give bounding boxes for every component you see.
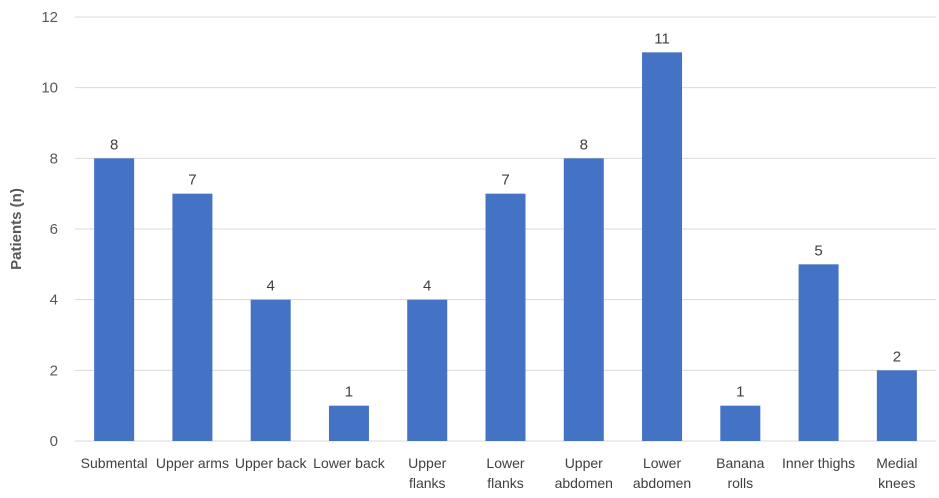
bar — [798, 264, 839, 441]
bar — [328, 405, 369, 441]
category-label-line: abdomen — [633, 475, 691, 491]
category-label-line: knees — [878, 475, 915, 491]
bar — [485, 193, 526, 441]
y-tick-label: 10 — [41, 80, 58, 97]
data-label: 8 — [580, 136, 588, 153]
category-label: Lower back — [313, 455, 386, 471]
data-label: 2 — [893, 348, 901, 365]
y-tick-label: 8 — [50, 150, 58, 167]
category-label: Banana rolls — [716, 455, 764, 491]
data-label: 1 — [736, 384, 744, 401]
data-label: 4 — [267, 278, 275, 295]
category-label-line: Lower back — [313, 455, 386, 471]
data-label: 8 — [110, 136, 118, 153]
category-label-line: flanks — [487, 475, 524, 491]
y-tick-label: 2 — [50, 362, 58, 379]
category-label: Upper abdomen — [555, 455, 613, 491]
category-label-line: Inner thighs — [782, 455, 855, 471]
data-label: 7 — [501, 172, 509, 189]
x-axis-categories: Submental Upper arms Upper back Lower back U… — [81, 455, 918, 491]
y-axis-ticks: 0 2 4 6 8 10 12 — [41, 9, 58, 450]
y-tick-label: 6 — [50, 221, 58, 238]
bar — [720, 405, 761, 441]
y-tick-label: 12 — [41, 9, 58, 26]
category-label-line: Submental — [81, 455, 148, 471]
category-label-line: Upper back — [235, 455, 308, 471]
category-label-line: Lower — [486, 455, 524, 471]
bar — [94, 158, 135, 442]
category-label: Lower flanks — [486, 455, 524, 491]
category-label-line: Lower — [643, 455, 681, 471]
bar — [876, 370, 917, 441]
data-label: 5 — [814, 242, 822, 259]
category-label: Medial knees — [876, 455, 917, 491]
bar — [642, 52, 683, 441]
y-axis-title: Patients (n) — [8, 188, 25, 270]
category-label-line: rolls — [727, 475, 753, 491]
category-label: Upper flanks — [408, 455, 446, 491]
category-label: Lower abdomen — [633, 455, 691, 491]
category-label: Submental — [81, 455, 148, 471]
bar — [172, 193, 213, 441]
y-tick-label: 0 — [50, 433, 58, 450]
category-label-line: abdomen — [555, 475, 613, 491]
data-label: 7 — [188, 172, 196, 189]
y-tick-label: 4 — [50, 292, 58, 309]
category-label: Upper back — [235, 455, 308, 471]
data-label: 11 — [654, 30, 670, 47]
category-label-line: Upper — [408, 455, 446, 471]
data-label: 1 — [345, 384, 353, 401]
category-label: Upper arms — [156, 455, 229, 471]
category-label-line: Upper arms — [156, 455, 229, 471]
bars — [94, 52, 917, 442]
bar — [563, 158, 604, 442]
category-label-line: flanks — [409, 475, 446, 491]
data-label: 4 — [423, 278, 431, 295]
bar — [407, 299, 448, 441]
category-label-line: Upper — [565, 455, 603, 471]
bar — [250, 299, 291, 441]
category-label-line: Medial — [876, 455, 917, 471]
category-label: Inner thighs — [782, 455, 855, 471]
category-label-line: Banana — [716, 455, 764, 471]
